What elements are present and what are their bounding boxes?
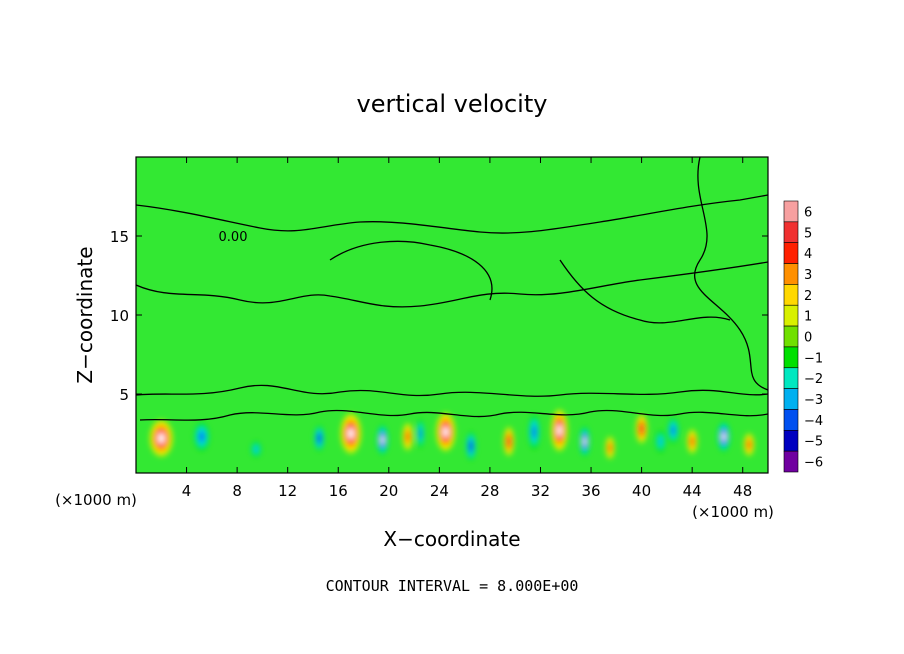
y-axis-label: Z−coordinate xyxy=(73,246,97,383)
colorbar-swatch xyxy=(783,346,799,369)
x-tick-label: 36 xyxy=(581,482,600,500)
colorbar-swatch xyxy=(783,409,799,431)
colorbar-label: 5 xyxy=(804,226,812,241)
x-tick-label: 28 xyxy=(480,482,499,500)
field-core xyxy=(556,424,562,437)
colorbar-label: 2 xyxy=(804,289,812,304)
colorbar-swatch xyxy=(783,388,799,410)
x-tick-label: 12 xyxy=(278,482,297,500)
x-unit-left: (×1000 m) xyxy=(55,491,137,509)
colorbar-label: −1 xyxy=(804,351,823,366)
field-cell xyxy=(658,437,663,446)
colorbar-swatch xyxy=(783,263,799,285)
field-cell xyxy=(532,427,536,437)
colorbar-label: 1 xyxy=(804,310,812,325)
field-core xyxy=(347,427,354,440)
colorbar-swatch xyxy=(783,367,799,389)
x-tick-label: 44 xyxy=(683,482,702,500)
colorbar-label: −6 xyxy=(804,456,823,471)
field-cell xyxy=(469,443,472,449)
y-tick-label: 5 xyxy=(119,386,129,404)
colorbar-swatch xyxy=(783,242,799,264)
chart-title: vertical velocity xyxy=(357,90,548,118)
colorbar-label: −4 xyxy=(804,414,823,429)
x-tick-label: 48 xyxy=(733,482,752,500)
colorbar-swatch xyxy=(783,284,799,306)
field-cell xyxy=(419,429,422,438)
x-tick-label: 16 xyxy=(329,482,348,500)
field-cell xyxy=(406,433,410,441)
field-cell xyxy=(671,427,675,434)
colorbar-label: 6 xyxy=(804,205,812,220)
field-core xyxy=(380,435,385,445)
y-tick-label: 15 xyxy=(110,228,129,246)
x-tick-label: 20 xyxy=(379,482,398,500)
colorbar-label: 4 xyxy=(804,247,812,262)
field-cell xyxy=(507,438,510,445)
velocity-field xyxy=(149,409,755,461)
field-cell xyxy=(640,425,643,432)
x-tick-label: 32 xyxy=(531,482,550,500)
field-core xyxy=(442,426,449,438)
colorbar-swatch xyxy=(783,200,799,223)
x-tick-label: 24 xyxy=(430,482,449,500)
colorbar-label: −2 xyxy=(804,372,823,387)
x-axis: 4 8 12 16 20 24 28 32 36 40 44 48 xyxy=(182,157,752,500)
zero-contour-lines xyxy=(136,157,768,421)
y-axis: 5 10 15 xyxy=(110,228,768,404)
field-cell xyxy=(690,438,694,445)
colorbar-label: −5 xyxy=(804,435,823,450)
field-core xyxy=(583,436,587,446)
colorbar-swatch xyxy=(783,304,799,327)
x-tick-label: 4 xyxy=(182,482,192,500)
x-tick-label: 8 xyxy=(232,482,242,500)
field-cell xyxy=(747,441,751,448)
colorbar-label: −3 xyxy=(804,393,823,408)
field-cell xyxy=(608,444,612,451)
field-cell xyxy=(318,435,321,441)
x-tick-label: 40 xyxy=(632,482,651,500)
contour-interval-text: CONTOUR INTERVAL = 8.000E+00 xyxy=(326,577,579,595)
x-unit-right: (×1000 m) xyxy=(692,503,774,521)
y-tick-label: 10 xyxy=(110,307,129,325)
colorbar: 6 5 4 3 2 1 0 −1 −2 −3 −4 −5 −6 xyxy=(783,200,823,473)
colorbar-swatch xyxy=(783,430,799,452)
colorbar-swatch xyxy=(783,221,799,243)
field-core xyxy=(157,432,165,444)
colorbar-swatch xyxy=(783,325,799,348)
colorbar-label: 3 xyxy=(804,268,812,283)
colorbar-label: 0 xyxy=(804,331,812,346)
field-core xyxy=(721,432,726,442)
field-cell xyxy=(199,433,204,441)
contour-label: 0.00 xyxy=(219,230,248,245)
field-cell xyxy=(254,446,258,452)
colorbar-swatch xyxy=(783,450,799,473)
x-axis-label: X−coordinate xyxy=(383,527,520,551)
